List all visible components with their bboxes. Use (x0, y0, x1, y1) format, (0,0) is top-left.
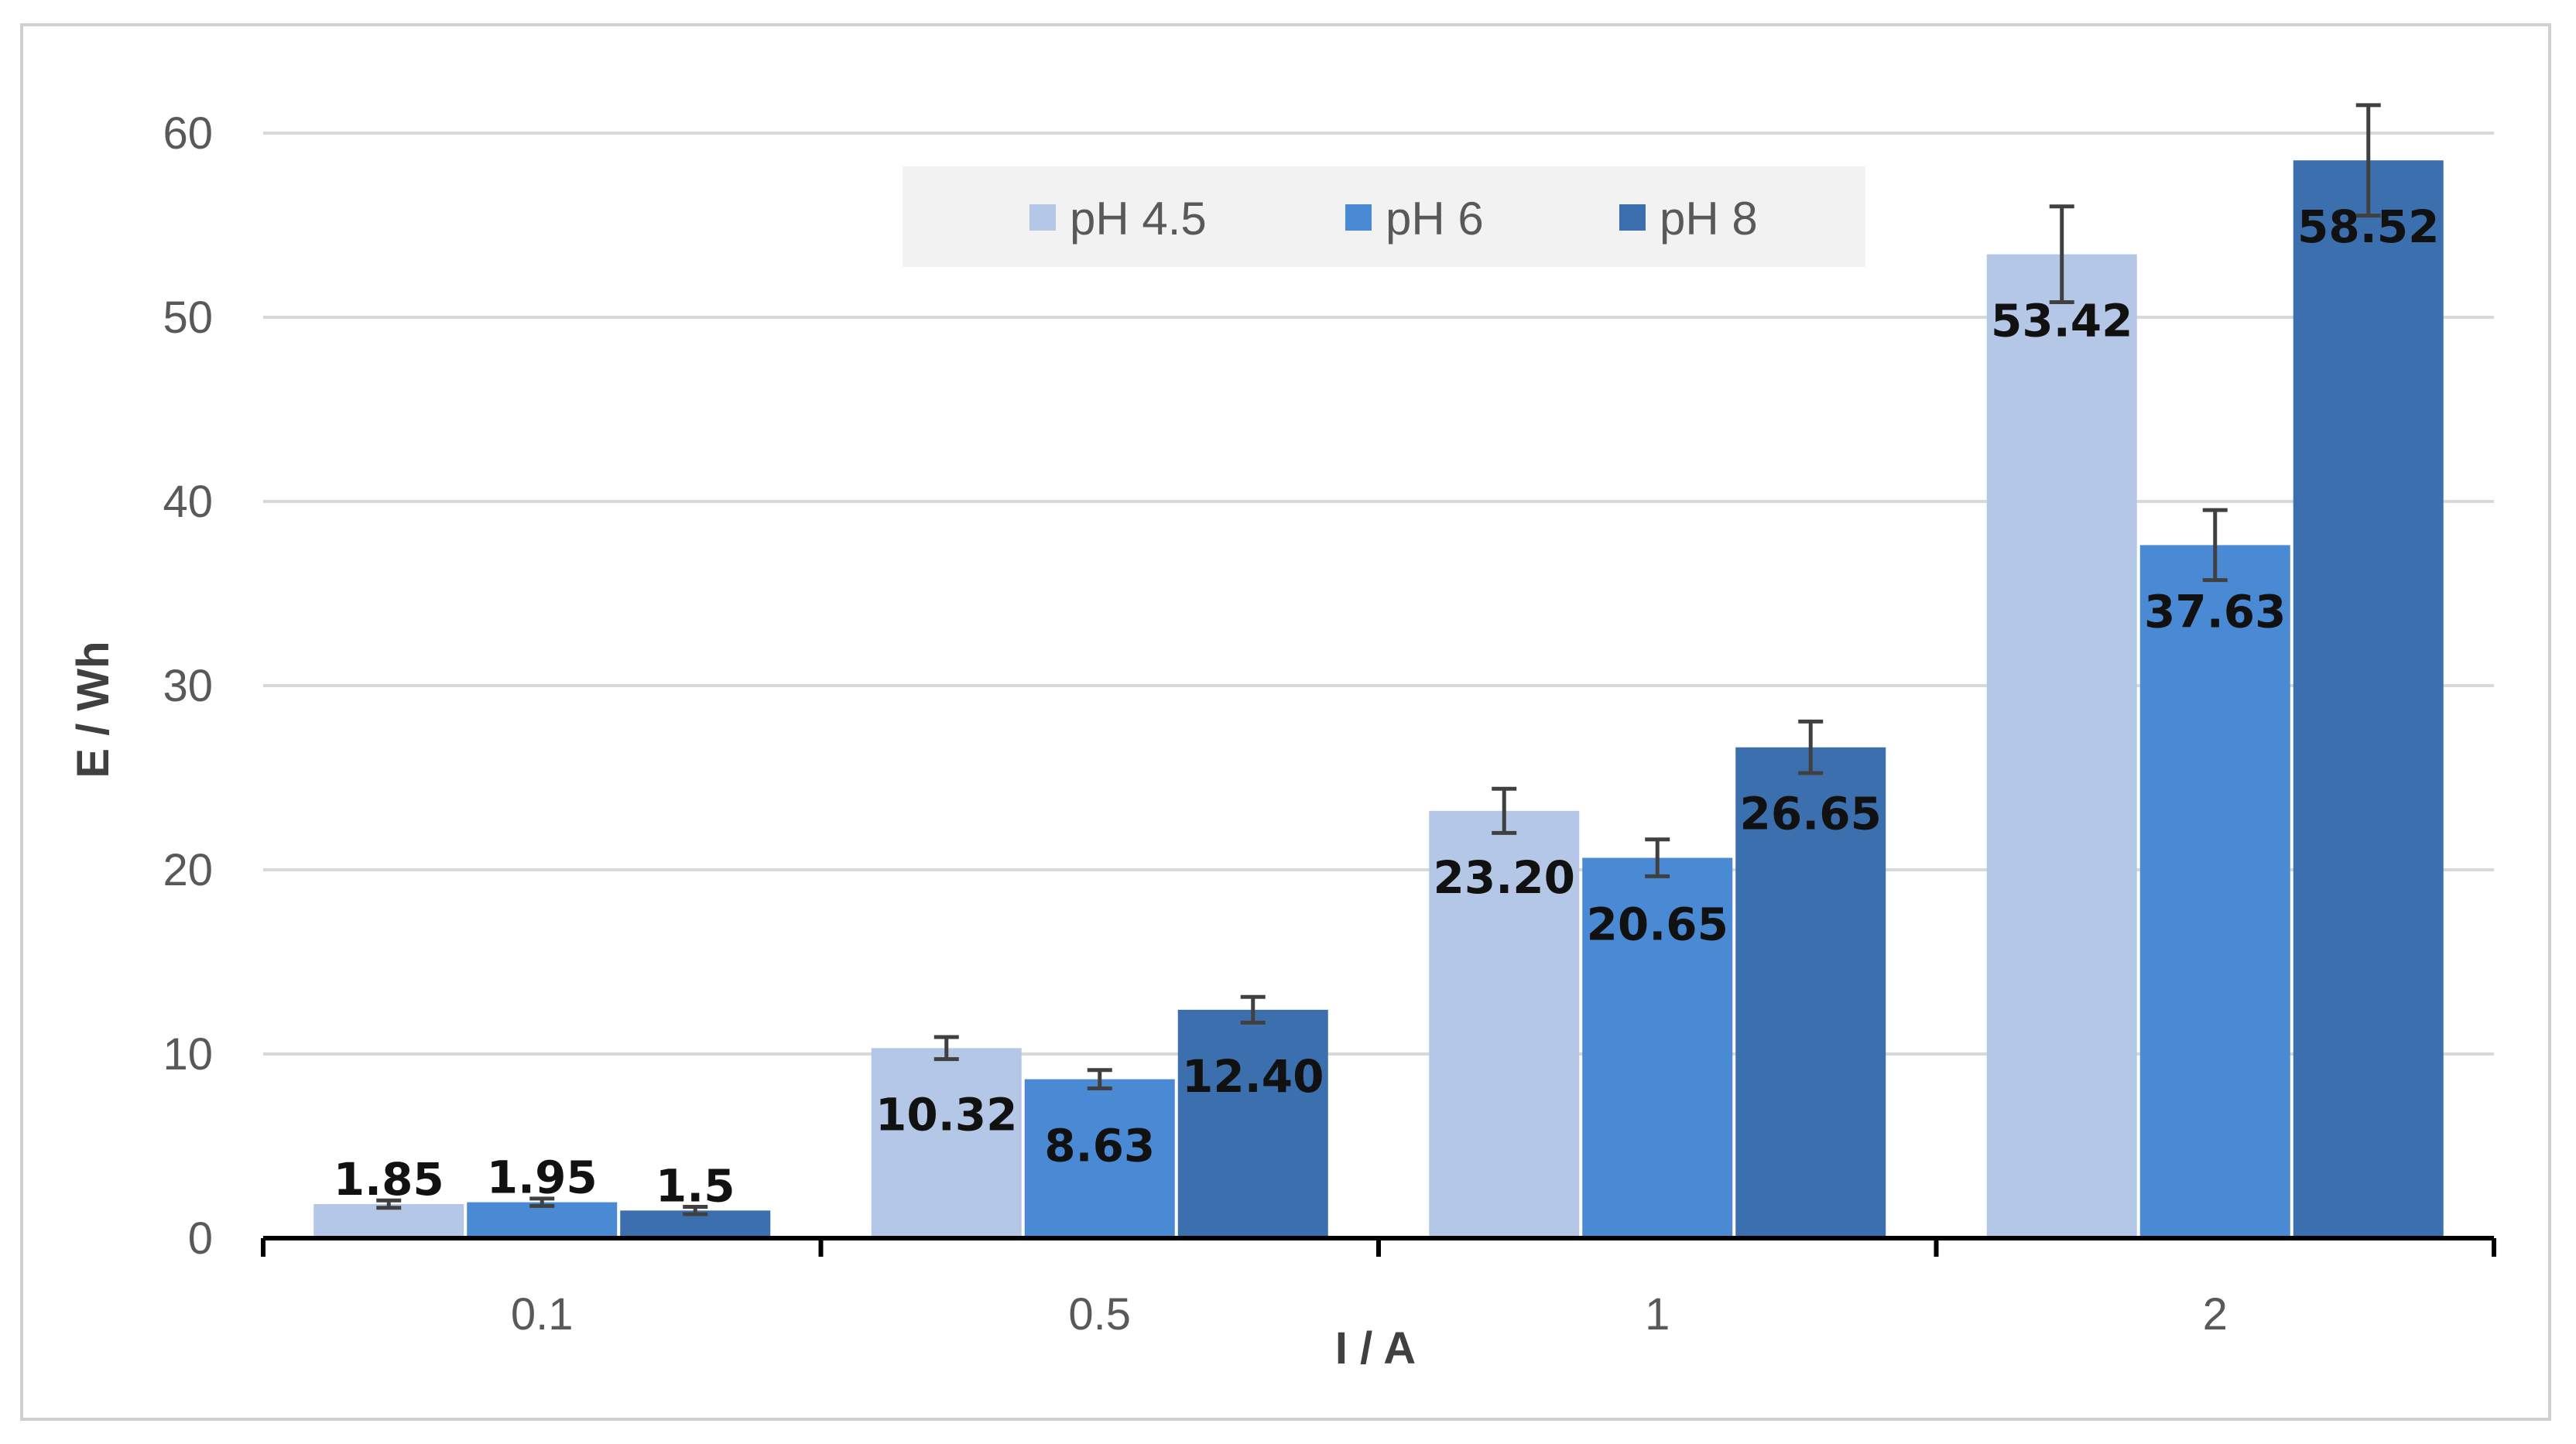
y-tick-label: 20 (163, 845, 213, 895)
bar (2293, 160, 2444, 1238)
bar (871, 1048, 1022, 1238)
bar (1024, 1079, 1175, 1238)
data-label: 1.95 (487, 1151, 598, 1204)
bar (1986, 254, 2137, 1238)
bar (1429, 810, 1580, 1238)
error-bar (683, 1205, 708, 1216)
legend-swatch (1345, 204, 1372, 231)
x-axis-title: I / A (1335, 1323, 1416, 1374)
x-tick-label: 1 (1645, 1289, 1670, 1340)
y-axis-title: E / Wh (68, 641, 118, 778)
legend-swatch (1029, 204, 1056, 231)
legend-entry: pH 8 (1619, 193, 1758, 245)
data-label: 58.52 (2297, 200, 2439, 253)
data-label: 37.63 (2144, 585, 2286, 638)
error-bar (376, 1198, 402, 1210)
error-bar (1087, 1068, 1112, 1091)
x-axis (261, 1236, 2496, 1257)
legend-swatch (1619, 204, 1646, 231)
legend-entry: pH 6 (1345, 193, 1484, 245)
error-bar (1798, 719, 1824, 775)
bar (2139, 545, 2290, 1238)
data-label: 12.40 (1182, 1050, 1324, 1103)
data-label: 1.5 (656, 1159, 735, 1212)
bar (1177, 1009, 1328, 1238)
error-bar (933, 1035, 959, 1062)
data-label: 10.32 (875, 1088, 1017, 1141)
bar (467, 1202, 618, 1238)
tick-labels: 0 10 20 30 40 50 60 0.1 0.5 1 2 (163, 108, 2227, 1340)
y-tick-label: 30 (163, 661, 213, 711)
data-label: 8.63 (1044, 1120, 1155, 1172)
error-bar (1645, 837, 1670, 878)
data-label: 23.20 (1434, 851, 1575, 904)
legend-entry: pH 4.5 (1029, 193, 1207, 245)
data-label: 20.65 (1587, 898, 1728, 951)
error-bar (2202, 508, 2228, 583)
y-tick-label: 60 (163, 108, 213, 159)
error-bar (2355, 103, 2381, 218)
data-label: 53.42 (1991, 295, 2132, 347)
data-label: 26.65 (1740, 788, 1882, 840)
x-tick-label: 2 (2203, 1289, 2228, 1340)
bars (313, 103, 2444, 1238)
error-bar (2049, 204, 2074, 304)
legend-label: pH 4.5 (1070, 193, 1207, 245)
x-tick-label: 0.5 (1068, 1289, 1131, 1340)
legend-label: pH 8 (1660, 193, 1758, 245)
y-tick-label: 50 (163, 293, 213, 343)
legend-label: pH 6 (1386, 193, 1484, 245)
y-tick-label: 10 (163, 1029, 213, 1080)
x-tick-label: 0.1 (511, 1289, 574, 1340)
error-bar (529, 1196, 555, 1208)
legend-background (903, 166, 1865, 267)
bar (313, 1203, 464, 1238)
y-tick-label: 0 (188, 1213, 213, 1264)
error-bar (1492, 786, 1517, 835)
bar (1735, 747, 1886, 1238)
data-label: 1.85 (334, 1153, 444, 1206)
bar (1582, 857, 1733, 1238)
legend: pH 4.5 pH 6 pH 8 (903, 166, 1865, 267)
y-tick-label: 40 (163, 477, 213, 527)
error-bar (1240, 994, 1266, 1025)
